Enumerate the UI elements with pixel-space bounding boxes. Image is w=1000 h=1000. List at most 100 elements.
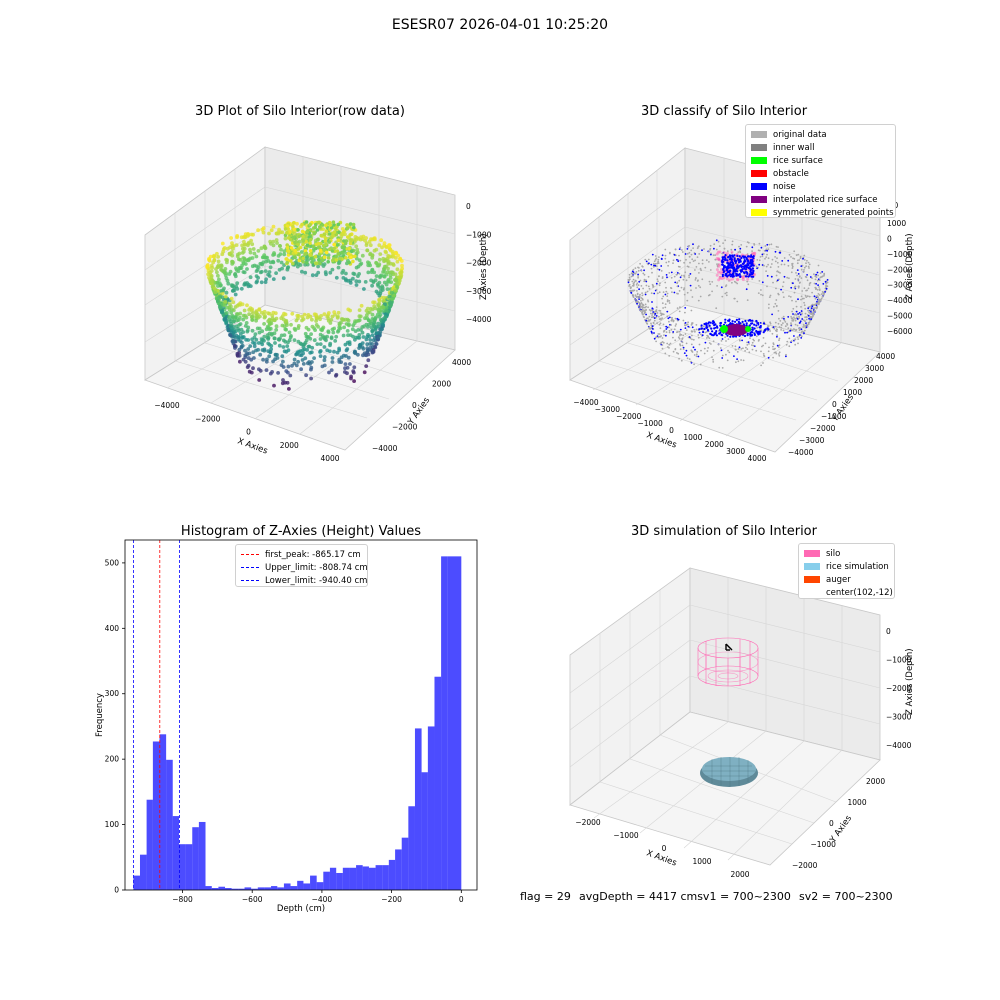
raw-point bbox=[322, 262, 327, 266]
raw-point bbox=[296, 324, 301, 328]
raw-point bbox=[336, 314, 340, 319]
raw-point bbox=[312, 338, 317, 343]
simulation-x-tick-label: 2000 bbox=[730, 870, 749, 879]
raw-point bbox=[287, 338, 292, 343]
raw-point bbox=[318, 261, 322, 266]
raw-point bbox=[286, 364, 291, 369]
raw-point bbox=[355, 247, 360, 252]
raw-point bbox=[366, 270, 371, 275]
raw-point bbox=[299, 367, 303, 372]
raw-point bbox=[234, 266, 238, 271]
classify-point bbox=[782, 291, 784, 294]
raw-point bbox=[254, 318, 258, 323]
raw-point bbox=[365, 335, 369, 339]
raw-point bbox=[231, 244, 236, 249]
raw-point bbox=[376, 307, 381, 312]
footer-sv2: sv2 = 700~2300 bbox=[799, 890, 893, 903]
raw-point bbox=[357, 314, 362, 319]
raw-point bbox=[333, 339, 338, 343]
raw-point bbox=[357, 279, 362, 284]
simulation-legend-label: silo bbox=[826, 548, 841, 559]
footer-avgdepth: avgDepth = 4417 cmsv1 = 700~2300 bbox=[579, 890, 791, 903]
raw-point bbox=[360, 253, 365, 258]
raw-point bbox=[378, 330, 383, 335]
raw-point bbox=[320, 223, 325, 227]
raw-point bbox=[385, 305, 389, 310]
raw-point bbox=[326, 311, 331, 315]
raw-point bbox=[345, 223, 349, 227]
raw-point bbox=[373, 306, 378, 311]
raw-point bbox=[284, 327, 288, 332]
raw-point bbox=[229, 236, 234, 240]
rice-simulation-surface bbox=[700, 757, 758, 787]
raw-point bbox=[310, 273, 315, 278]
simulation-z-tick-label: −4000 bbox=[886, 741, 912, 750]
raw-point bbox=[277, 343, 282, 348]
raw-point bbox=[387, 301, 392, 306]
raw-point bbox=[273, 311, 278, 316]
raw-point bbox=[262, 334, 267, 339]
raw-point bbox=[349, 238, 354, 243]
raw-point bbox=[341, 333, 346, 338]
raw-point bbox=[262, 322, 266, 326]
raw-point bbox=[328, 349, 332, 354]
raw-point bbox=[323, 337, 327, 341]
raw-point bbox=[265, 324, 270, 329]
raw-point bbox=[391, 263, 396, 267]
raw-point bbox=[213, 290, 218, 295]
raw-point bbox=[346, 333, 350, 337]
raw-point bbox=[397, 275, 401, 280]
raw-point bbox=[382, 241, 387, 246]
raw-point bbox=[348, 233, 353, 237]
simulation-y-tick-label: 0 bbox=[829, 819, 834, 828]
raw-point bbox=[324, 242, 328, 246]
simulation-legend-swatch bbox=[804, 563, 820, 570]
raw-point bbox=[280, 354, 285, 359]
raw-point bbox=[357, 346, 361, 350]
raw-point bbox=[335, 249, 340, 253]
raw-point bbox=[354, 244, 359, 249]
raw-point bbox=[319, 233, 324, 238]
raw-point bbox=[237, 251, 242, 256]
raw-point bbox=[318, 317, 322, 322]
raw-point bbox=[390, 297, 395, 301]
raw-point bbox=[285, 245, 290, 250]
raw-point bbox=[388, 273, 393, 278]
raw-point bbox=[317, 220, 321, 225]
figure-suptitle: ESESR07 2026-04-01 10:25:20 bbox=[391, 17, 609, 33]
classify-point bbox=[782, 329, 785, 332]
raw-point bbox=[322, 345, 327, 349]
simulation-legend-item: auger bbox=[804, 573, 889, 586]
raw-point bbox=[295, 221, 299, 226]
raw-point bbox=[242, 270, 247, 275]
raw-point bbox=[332, 223, 336, 227]
raw-point bbox=[246, 347, 251, 351]
raw-point bbox=[316, 237, 320, 242]
raw-point bbox=[374, 325, 379, 329]
raw-point bbox=[250, 328, 255, 333]
raw-point bbox=[383, 249, 388, 254]
simulation-x-tick-label: 1000 bbox=[692, 857, 711, 866]
raw-point bbox=[235, 235, 239, 240]
raw-point bbox=[247, 240, 251, 245]
raw-point bbox=[260, 329, 265, 333]
raw-point bbox=[274, 238, 279, 242]
raw-point bbox=[357, 318, 362, 322]
raw-point bbox=[304, 220, 309, 224]
raw-point bbox=[240, 336, 245, 340]
classify-point bbox=[697, 355, 700, 358]
raw-point bbox=[297, 234, 302, 239]
raw-point bbox=[382, 280, 387, 285]
raw-point bbox=[252, 251, 257, 256]
raw-point bbox=[280, 230, 285, 235]
raw-y-tick-label: 4000 bbox=[452, 358, 471, 367]
raw-point bbox=[238, 359, 242, 364]
raw-point bbox=[386, 278, 391, 282]
raw-axis-ticks: −4000 −2000 0 2000 4000 −4000 −2000 0 2000 4000 0 −… bbox=[154, 202, 491, 463]
raw-point bbox=[360, 341, 365, 345]
raw-point bbox=[279, 260, 284, 265]
raw-point bbox=[300, 314, 305, 319]
raw-point bbox=[290, 363, 294, 368]
raw-point bbox=[238, 257, 243, 262]
raw-point bbox=[345, 347, 350, 351]
